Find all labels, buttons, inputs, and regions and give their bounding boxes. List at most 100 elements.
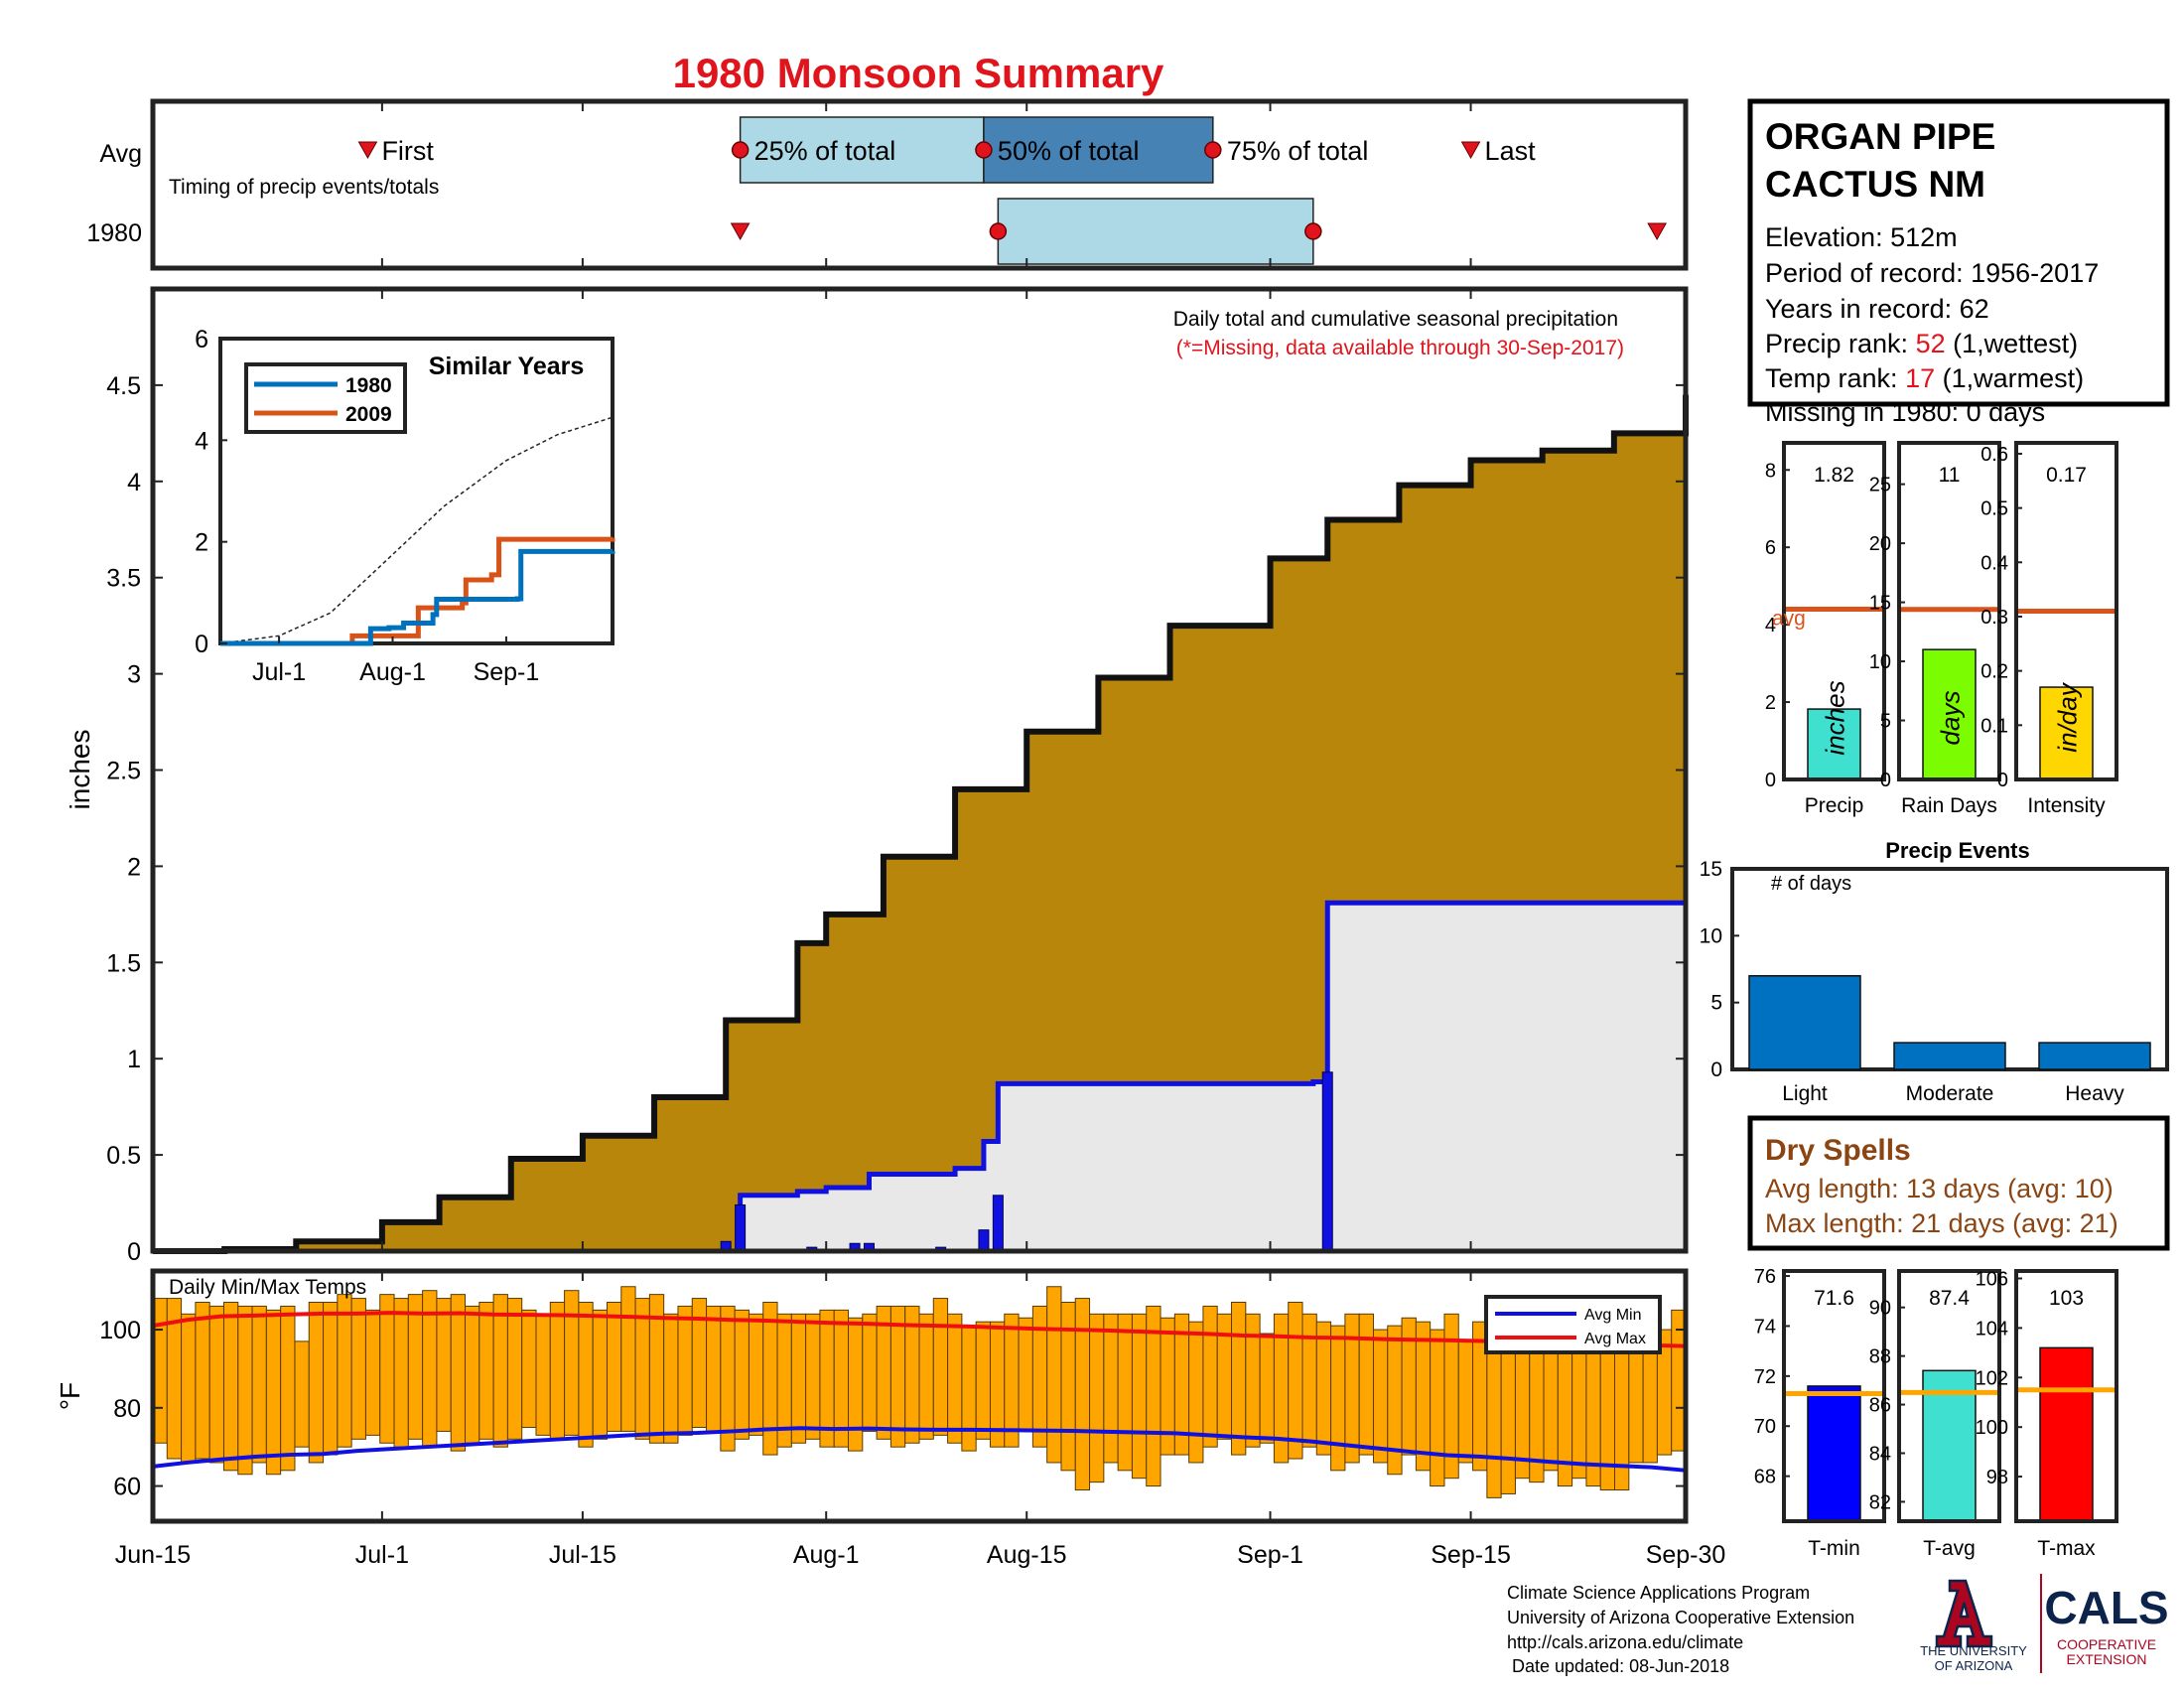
- daily-temp-bar: [1330, 1325, 1346, 1472]
- temp-summary-y-tick-label: 68: [1754, 1467, 1776, 1488]
- station-info-box: ORGAN PIPE CACTUS NM Elevation: 512m Per…: [1747, 98, 2170, 427]
- summary-y-tick-label: 0.2: [1980, 661, 2008, 683]
- daily-temp-bar: [1231, 1302, 1247, 1456]
- temp-chart-frame: [150, 1268, 1689, 1524]
- daily-temp-bar: [1259, 1333, 1275, 1444]
- summary-value: 0.17: [2046, 464, 2087, 487]
- inset-x-tick-label: Sep-1: [474, 658, 540, 686]
- inset-ticks: 0 2 4 6 Jul-1 Aug-1 Sep-1: [195, 326, 539, 686]
- temp-summary-label: T-avg: [1923, 1537, 1976, 1560]
- main-y-tick-label: 0.5: [106, 1142, 141, 1170]
- temp-summary-y-tick-label: 102: [1976, 1367, 2008, 1389]
- precip-events-title: Precip Events: [1885, 838, 2030, 863]
- main-y-tick-label: 1.5: [106, 949, 141, 977]
- avg-p75-label: 75% of total: [1227, 136, 1369, 166]
- temp-summary-y-tick-label: 82: [1869, 1491, 1891, 1513]
- ua-logo-text2: OF ARIZONA: [1935, 1658, 2013, 1673]
- x-tick-label: Sep-30: [1646, 1541, 1726, 1569]
- temp-summary-frame: [1897, 1269, 2001, 1523]
- precip-events-y-tick-label: 15: [1700, 858, 1722, 881]
- summary-bars: 0 2 4 6 8 1.82 inches Precip avg 0 5 10 15 20 25 11 days…: [1765, 441, 2118, 817]
- precip-rank-prefix: Precip rank:: [1765, 329, 1916, 358]
- precip-rank-value: 52: [1916, 329, 1946, 358]
- daily-temp-bar: [606, 1302, 622, 1432]
- summary-unit: days: [1936, 691, 1966, 746]
- dry-spells-max-length: Max length: 21 days (avg: 21): [1765, 1208, 2118, 1238]
- daily-temp-bar: [677, 1305, 693, 1436]
- main-chart-note: (*=Missing, data available through 30-Se…: [1176, 337, 1624, 359]
- daily-temp-bar: [1202, 1305, 1218, 1448]
- summary-panel-frame: [1897, 441, 2001, 781]
- summary-y-tick-label: 20: [1869, 533, 1891, 555]
- precip-event-bar: [1893, 1042, 2006, 1070]
- temp-summary-value: 87.4: [1929, 1287, 1970, 1310]
- daily-temp-bar: [805, 1313, 821, 1440]
- daily-temp-bar: [975, 1321, 991, 1440]
- daily-temp-bar: [506, 1298, 523, 1440]
- inset-y-tick-label: 4: [195, 427, 208, 455]
- daily-precip-bar: [735, 1203, 747, 1252]
- x-tick-label: Aug-15: [987, 1541, 1067, 1569]
- daily-temp-bar: [1301, 1313, 1317, 1448]
- x-axis: Jun-15 Jul-1 Jul-15 Aug-1 Aug-15 Sep-1 Sep-15 S…: [115, 101, 1726, 1569]
- footer-line4: Date updated: 08-Jun-2018: [1507, 1656, 1729, 1676]
- arizona-a-icon: [1935, 1579, 1993, 1648]
- daily-temp-bar: [578, 1302, 594, 1448]
- summary-y-tick-label: 10: [1869, 651, 1891, 673]
- inset-x-tick-label: Aug-1: [359, 658, 426, 686]
- university-of-arizona-logo: THE UNIVERSITY OF ARIZONA: [1920, 1574, 2042, 1673]
- avg-cumulative-area: [153, 394, 1686, 1252]
- summary-y-tick-label: 0: [1765, 770, 1776, 791]
- summary-y-tick-label: 0.5: [1980, 498, 2008, 520]
- precip-events-y-tick-label: 5: [1710, 992, 1722, 1015]
- summary-y-tick-label: 25: [1869, 475, 1891, 496]
- station-elevation: Elevation: 512m: [1765, 222, 1958, 252]
- daily-temp-bar: [961, 1325, 977, 1452]
- summary-y-tick-label: 0.4: [1980, 552, 2008, 574]
- timing-row-year: 1980: [86, 219, 142, 247]
- daily-temp-bar: [1457, 1340, 1474, 1464]
- daily-temp-bar: [237, 1305, 253, 1476]
- temp-summary-y-tick-label: 86: [1869, 1395, 1891, 1417]
- summary-y-tick-label: 0.3: [1980, 607, 2008, 629]
- daily-temp-bar: [280, 1305, 296, 1472]
- temp-chart-title: Daily Min/Max Temps: [169, 1276, 366, 1299]
- daily-temp-bar: [762, 1302, 778, 1456]
- summary-panel-frame: [1782, 441, 1886, 781]
- summary-y-tick-label: 15: [1869, 593, 1891, 615]
- main-y-tick-label: 0: [127, 1238, 141, 1266]
- daily-precip-bar: [978, 1229, 990, 1252]
- station-missing: Missing in 1980: 0 days: [1765, 397, 2045, 427]
- x-tick-label: Jul-15: [549, 1541, 616, 1569]
- summary-y-tick-label: 5: [1880, 711, 1891, 733]
- timing-panel: First Last 25% of total 50% of total 75% of …: [86, 98, 1689, 271]
- legend-label-avg-min: Avg Min: [1584, 1307, 1642, 1324]
- daily-temp-bar: [833, 1309, 850, 1448]
- temp-rank-suffix: (1,warmest): [1935, 363, 2084, 393]
- footer-line1: Climate Science Applications Program: [1507, 1583, 1810, 1603]
- daily-temp-bar: [1018, 1317, 1033, 1432]
- daily-temp-bar: [465, 1305, 480, 1444]
- page-title: 1980 Monsoon Summary: [673, 50, 1164, 96]
- temp-summary-frame: [1782, 1269, 1886, 1523]
- year-p75-marker: [1304, 222, 1322, 240]
- station-info-frame: [1747, 98, 2170, 407]
- year-cumulative-line: [153, 900, 1689, 1254]
- daily-temp-bar: [1543, 1337, 1559, 1472]
- x-tick-label: Jul-1: [355, 1541, 409, 1569]
- station-precip-rank: Precip rank: 52 (1,wettest): [1765, 329, 2078, 358]
- main-y-tick-label: 3: [127, 661, 141, 689]
- daily-temp-bar: [323, 1302, 339, 1456]
- daily-temp-bar: [918, 1313, 934, 1440]
- footer: Climate Science Applications Program Uni…: [1507, 1574, 2169, 1676]
- precip-events-ylabel: # of days: [1771, 873, 1851, 895]
- temp-legend: Avg Min Avg Max: [1484, 1295, 1662, 1354]
- temp-summary-bar-t-min: [1807, 1385, 1861, 1522]
- daily-temp-bar: [364, 1309, 381, 1436]
- daily-temp-bar: [265, 1309, 282, 1476]
- temp-rank-prefix: Temp rank:: [1765, 363, 1905, 393]
- daily-temp-bar: [1358, 1313, 1374, 1456]
- summary-value: 1.82: [1814, 464, 1854, 487]
- precip-event-bar: [1748, 974, 1861, 1070]
